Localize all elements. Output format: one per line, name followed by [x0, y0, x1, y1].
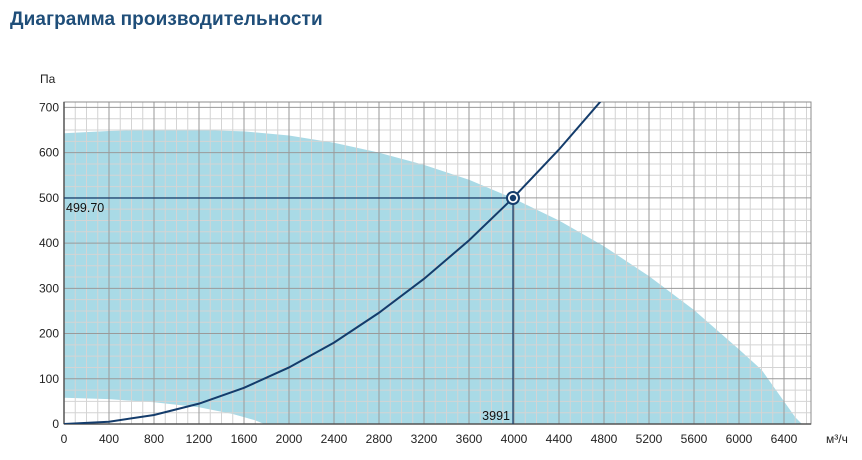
x-tick-label: 2000 [276, 432, 303, 446]
grid-group [63, 101, 812, 425]
x-tick-label: 5200 [636, 432, 663, 446]
x-tick-label: 1200 [186, 432, 213, 446]
x-tick-label: 3600 [456, 432, 483, 446]
y-tick-label: 200 [39, 327, 59, 341]
x-tick-label: 1600 [231, 432, 258, 446]
x-tick-label: 4400 [546, 432, 573, 446]
y-tick-label: 100 [39, 372, 59, 386]
x-tick-label: 2800 [366, 432, 393, 446]
x-tick-label: 2400 [321, 432, 348, 446]
operating-point-dot [509, 194, 517, 202]
x-tick-label: 4000 [501, 432, 528, 446]
x-tick-label: 4800 [591, 432, 618, 446]
x-tick-label: 6400 [771, 432, 798, 446]
chart-title: Диаграмма производительности [10, 9, 323, 30]
lines-group: 499.70 3991 [64, 102, 602, 424]
operating-point-x-label: 3991 [482, 409, 510, 423]
x-tick-label: 400 [99, 432, 119, 446]
y-tick-label: 500 [39, 191, 59, 205]
operating-point-y-label: 499.70 [66, 201, 104, 215]
y-tick-label: 0 [52, 417, 59, 431]
y-tick-label: 600 [39, 146, 59, 160]
y-tick-label: 700 [39, 100, 59, 114]
x-axis-label: м³/ч [826, 432, 848, 446]
working-area-group [64, 102, 811, 425]
x-tick-label: 800 [144, 432, 164, 446]
x-tick-label: 5600 [681, 432, 708, 446]
ticks-group: 0 400 800 1200 1600 2000 2400 2800 3200 3600 4000 4… [39, 100, 798, 446]
y-tick-label: 300 [39, 281, 59, 295]
x-tick-label: 6000 [726, 432, 753, 446]
x-tick-label: 3200 [411, 432, 438, 446]
x-tick-label: 0 [61, 432, 68, 446]
y-axis-label: Па [40, 72, 56, 86]
y-tick-label: 400 [39, 236, 59, 250]
